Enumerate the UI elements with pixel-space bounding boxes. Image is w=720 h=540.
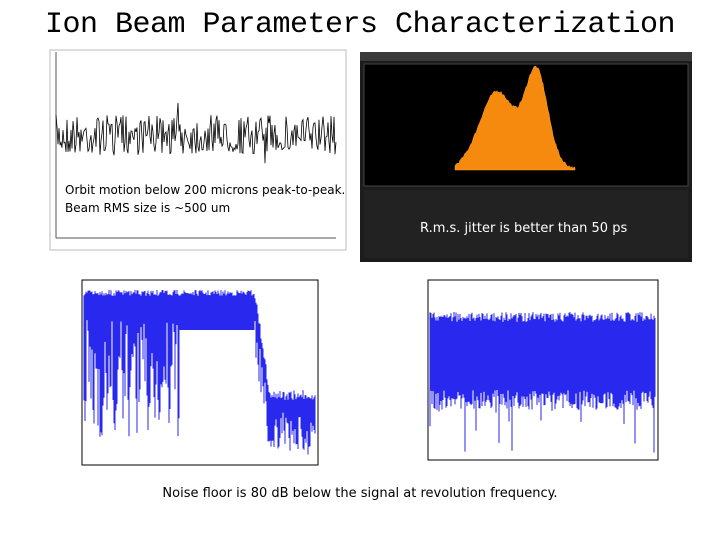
orbit-caption: Orbit motion below 200 microns peak-to-p… <box>65 183 346 197</box>
scope-menu <box>360 52 692 61</box>
orbit-plot <box>49 49 347 251</box>
jitter-caption: R.m.s. jitter is better than 50 ps <box>420 221 628 236</box>
noise-trace <box>429 312 656 453</box>
spectrum-trace <box>83 290 316 455</box>
noise-caption: Noise floor is 80 dB below the signal at… <box>162 486 558 501</box>
scope-panel <box>364 190 688 258</box>
orbit-trace <box>55 102 337 164</box>
orbit-caption: Beam RMS size is ~500 um <box>65 201 231 215</box>
slide-title: Ion Beam Parameters Characterization <box>44 8 676 42</box>
scope-histogram <box>454 66 576 171</box>
